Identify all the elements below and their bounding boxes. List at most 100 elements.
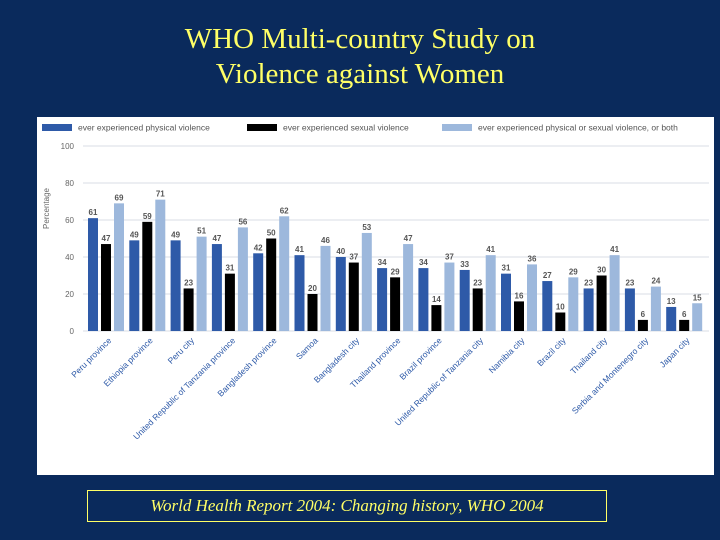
data-label-s1-c10: 33: [460, 260, 469, 269]
bar-s2-c4: [224, 273, 235, 331]
legend-label-1: ever experienced physical violence: [78, 123, 210, 133]
category-label-10: United Republic of Tanzania city: [393, 335, 486, 428]
data-label-s2-c1: 47: [102, 234, 111, 243]
data-label-s3-c9: 37: [445, 253, 454, 262]
data-label-s1-c12: 27: [543, 271, 552, 280]
data-label-s3-c3: 51: [197, 227, 206, 236]
data-label-s3-c1: 69: [115, 193, 124, 202]
data-label-s1-c6: 41: [295, 245, 304, 254]
bar-s3-c3: [196, 236, 207, 331]
category-label-13: Thailand city: [568, 335, 609, 376]
bar-s3-c4: [237, 227, 248, 331]
bar-s3-c2: [155, 199, 166, 331]
bar-s3-c14: [650, 286, 661, 331]
bar-s1-c9: [418, 268, 429, 331]
bar-s1-c5: [253, 253, 264, 331]
data-label-s2-c13: 30: [597, 266, 606, 275]
data-label-s2-c3: 23: [184, 278, 193, 287]
data-label-s3-c10: 41: [486, 245, 495, 254]
data-label-s1-c5: 42: [254, 243, 263, 252]
bar-s2-c11: [514, 301, 524, 331]
data-label-s3-c6: 46: [321, 236, 330, 245]
data-label-s2-c4: 31: [225, 264, 234, 273]
category-label-14: Serbia and Montenegro city: [570, 335, 651, 416]
source-caption-text: World Health Report 2004: Changing histo…: [150, 496, 544, 515]
data-label-s3-c4: 56: [238, 217, 247, 226]
data-label-s3-c8: 47: [404, 234, 413, 243]
category-label-1: Peru province: [69, 335, 113, 379]
y-tick-label-0: 0: [70, 327, 75, 336]
bar-s2-c8: [390, 277, 401, 331]
chart-panel: 0 20 40 60 80 100 Percentage ever experienced p…: [37, 117, 714, 475]
data-label-s1-c15: 13: [667, 297, 676, 306]
data-label-s2-c8: 29: [391, 267, 400, 276]
data-label-s3-c5: 62: [280, 206, 289, 215]
data-label-s3-c11: 36: [528, 254, 537, 263]
data-label-s1-c11: 31: [502, 264, 511, 273]
category-label-15: Japan city: [657, 335, 692, 370]
source-caption: World Health Report 2004: Changing histo…: [87, 490, 607, 522]
bar-s2-c15: [679, 319, 690, 331]
bar-s2-c13: [596, 275, 607, 331]
bar-s1-c8: [377, 268, 388, 331]
bar-s2-c7: [348, 262, 359, 331]
bar-s1-c12: [542, 281, 553, 331]
bar-s1-c15: [666, 306, 677, 331]
bar-s1-c4: [211, 244, 222, 331]
bar-chart: 0 20 40 60 80 100 Percentage ever experienced p…: [42, 123, 709, 442]
bar-s3-c11: [527, 264, 537, 331]
bar-s2-c2: [142, 221, 153, 331]
data-label-s1-c9: 34: [419, 258, 428, 267]
bar-s2-c5: [266, 238, 277, 331]
bar-s1-c1: [88, 218, 98, 331]
bar-s3-c9: [444, 262, 455, 331]
data-label-s1-c1: 61: [89, 208, 98, 217]
bar-s3-c6: [320, 245, 331, 331]
y-tick-label-80: 80: [65, 179, 74, 188]
bar-s2-c10: [472, 288, 483, 331]
bar-s3-c12: [568, 277, 579, 331]
legend-swatch-1: [42, 124, 72, 131]
data-label-s3-c12: 29: [569, 267, 578, 276]
y-tick-label-20: 20: [65, 290, 74, 299]
bar-s3-c5: [279, 216, 290, 331]
data-label-s1-c14: 23: [625, 278, 634, 287]
legend-label-2: ever experienced sexual violence: [283, 123, 409, 133]
bar-s3-c13: [609, 255, 620, 331]
bar-s3-c15: [692, 303, 703, 331]
data-label-s3-c13: 41: [610, 245, 619, 254]
bar-s3-c8: [403, 244, 414, 331]
y-axis-label: Percentage: [42, 187, 51, 228]
data-label-s3-c7: 53: [362, 223, 371, 232]
bar-s1-c14: [624, 288, 635, 331]
bar-s3-c10: [485, 255, 496, 331]
legend-swatch-3: [442, 124, 472, 131]
data-label-s1-c4: 47: [212, 234, 221, 243]
bar-s1-c6: [294, 255, 305, 331]
bar-s1-c10: [459, 269, 470, 331]
bar-s1-c13: [583, 288, 594, 331]
bar-s2-c3: [183, 288, 194, 331]
bar-s1-c11: [501, 273, 511, 331]
data-label-s1-c2: 49: [130, 230, 139, 239]
y-tick-label-40: 40: [65, 253, 74, 262]
category-label-9: Brazil province: [397, 335, 444, 382]
data-label-s2-c9: 14: [432, 295, 441, 304]
data-label-s2-c7: 37: [349, 253, 358, 262]
category-label-11: Namibia city: [487, 335, 527, 375]
bar-s3-c7: [361, 232, 372, 331]
slide-title: WHO Multi-country Study on Violence agai…: [0, 22, 720, 92]
data-label-s2-c12: 10: [556, 303, 565, 312]
data-label-s1-c13: 23: [584, 278, 593, 287]
data-label-s2-c11: 16: [515, 291, 524, 300]
bar-s2-c9: [431, 305, 442, 331]
bar-s2-c6: [307, 294, 318, 331]
bar-s1-c7: [335, 257, 346, 331]
data-label-s2-c6: 20: [308, 284, 317, 293]
title-line-1: WHO Multi-country Study on: [184, 23, 536, 55]
data-label-s2-c10: 23: [473, 278, 482, 287]
category-label-12: Brazil city: [535, 335, 568, 368]
bar-s3-c1: [114, 203, 124, 331]
category-label-3: Peru city: [166, 335, 197, 366]
data-label-s3-c14: 24: [651, 277, 660, 286]
